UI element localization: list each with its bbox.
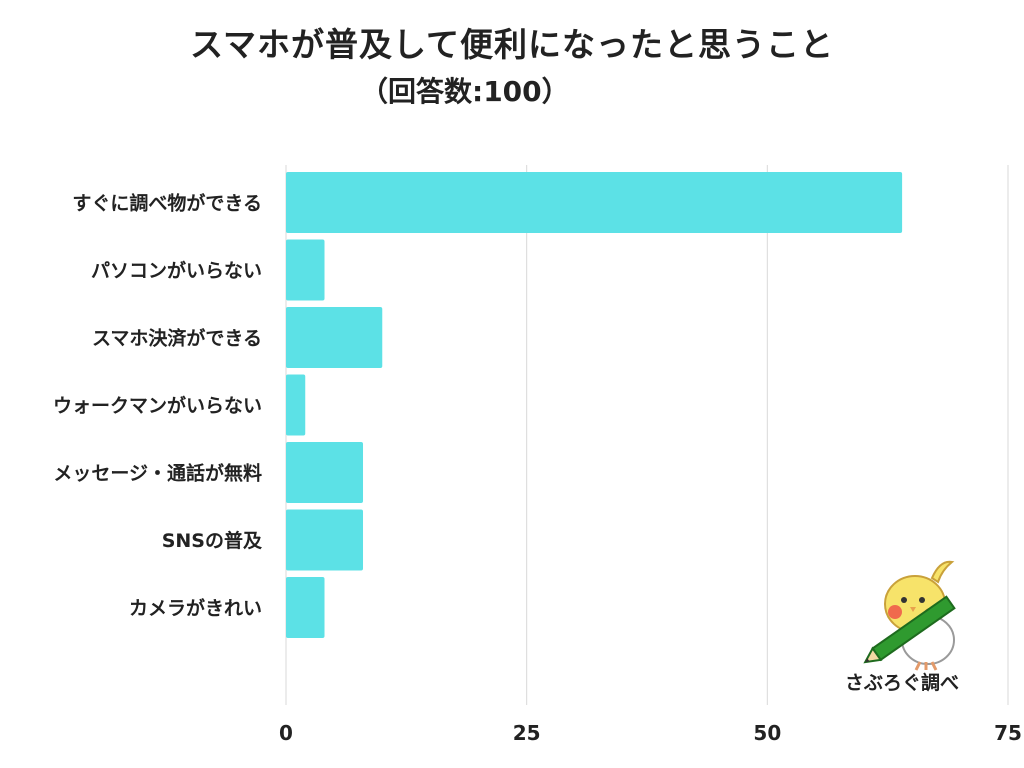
bird-pencil-logo-icon: [863, 560, 956, 671]
category-label: ウォークマンがいらない: [53, 394, 262, 417]
bar: [286, 374, 306, 436]
x-tick-label: 25: [513, 721, 541, 745]
bar: [286, 509, 364, 571]
category-label: すぐに調べ物ができる: [72, 192, 262, 215]
bar: [286, 442, 364, 503]
bar: [286, 307, 383, 368]
chart-title: スマホが普及して便利になったと思うこと: [190, 25, 835, 64]
logo-text: さぶろぐ調べ: [845, 672, 960, 694]
x-tick-label: 75: [994, 721, 1022, 745]
category-label: メッセージ・通話が無料: [53, 462, 262, 485]
x-tick-label: 0: [279, 721, 293, 745]
bar: [286, 577, 325, 638]
category-label: SNSの普及: [162, 529, 263, 552]
bar: [286, 239, 325, 301]
chart-subtitle: （回答数:100）: [360, 75, 570, 108]
x-tick-label: 50: [753, 721, 781, 745]
bar: [286, 172, 903, 233]
category-label: スマホ決済ができる: [92, 327, 262, 350]
category-label: パソコンがいらない: [91, 259, 262, 282]
category-label: カメラがきれい: [129, 597, 262, 620]
